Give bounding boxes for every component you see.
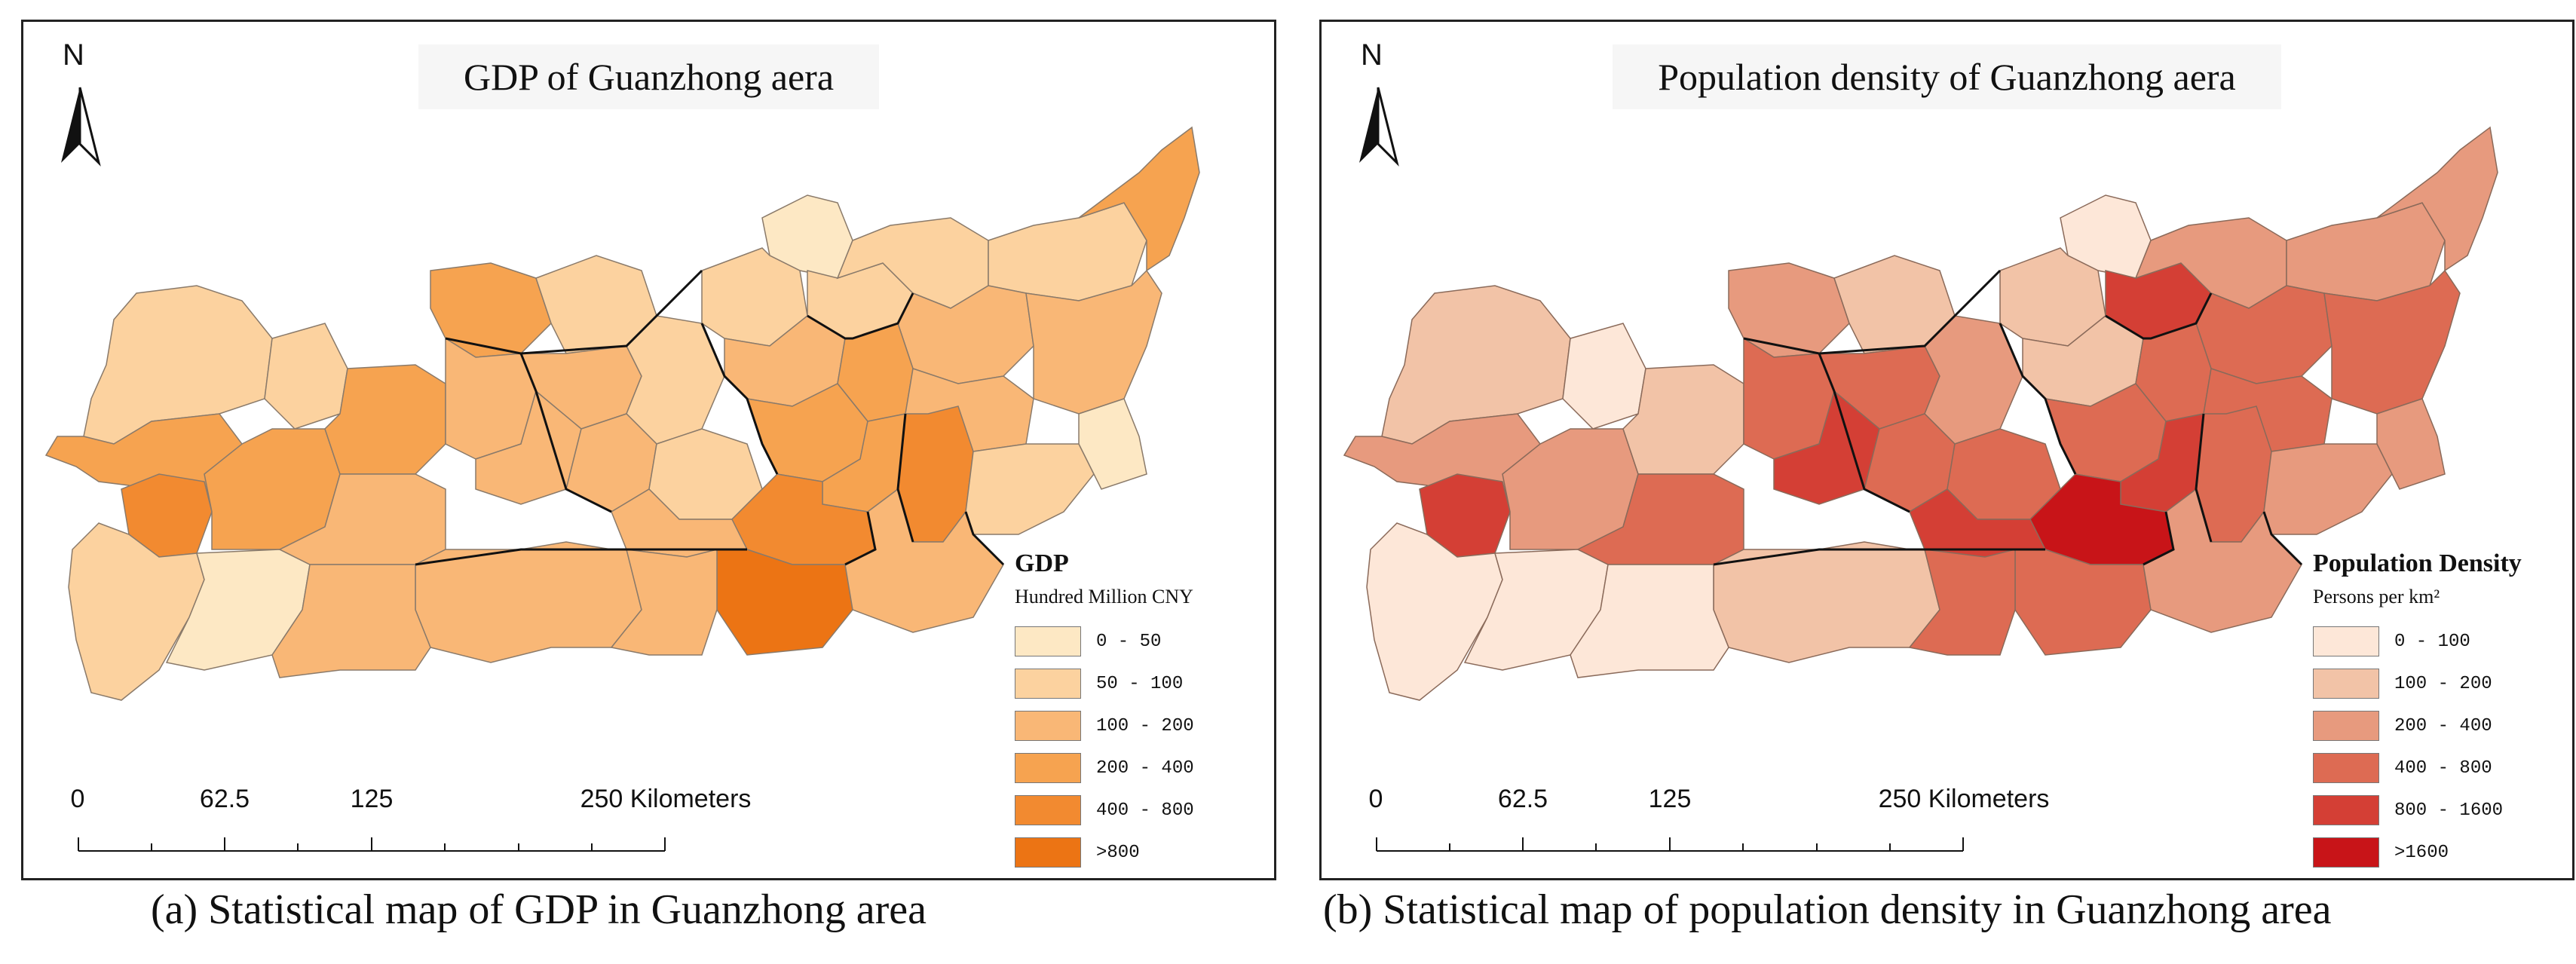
legend-swatch	[2313, 795, 2379, 825]
legend-swatch	[1015, 753, 1081, 783]
region-s-dark	[716, 549, 853, 656]
map-panel-population: Population density of Guanzhong aera N	[1319, 20, 2574, 880]
region-s-3	[610, 549, 718, 656]
scale-label: 62.5	[1497, 785, 1548, 813]
region-nc-6	[626, 315, 725, 445]
legend-swatch	[1015, 795, 1081, 825]
scale-label: 250 Kilometers	[1878, 785, 2050, 813]
region-west-mid	[264, 323, 348, 430]
legend-swatch	[1015, 837, 1081, 868]
scale-label: 250 Kilometers	[580, 785, 752, 813]
map-panel-gdp: GDP of Guanzhong aera N	[21, 20, 1276, 880]
gdp-choropleth-map	[44, 126, 1200, 701]
region-e-1	[897, 285, 1034, 384]
region-s-4	[1570, 564, 1729, 678]
legend-item: 0 - 50	[1015, 620, 1274, 663]
legend-label: 200 - 400	[1096, 757, 1194, 779]
legend-subtitle: Persons per km²	[2313, 586, 2440, 607]
north-arrow-icon	[1359, 87, 1399, 167]
north-arrow-icon	[61, 87, 101, 167]
region-e-2	[1025, 269, 1162, 415]
legend-label: 0 - 100	[2394, 631, 2470, 652]
population-choropleth-map	[1343, 126, 2498, 701]
legend-item: 800 - 1600	[2313, 789, 2572, 831]
scale-label: 62.5	[199, 785, 250, 813]
scale-label: 0	[70, 785, 85, 813]
region-ne-tip	[2376, 126, 2498, 272]
legend-swatch	[2313, 711, 2379, 741]
legend-item: 100 - 200	[2313, 663, 2572, 705]
north-label: N	[1361, 38, 1383, 72]
scale-bar-line	[78, 837, 666, 852]
legend-swatch	[1015, 711, 1081, 741]
legend-item: 50 - 100	[1015, 663, 1274, 705]
map-title: GDP of Guanzhong aera	[23, 44, 1274, 109]
legend-label: 100 - 200	[1096, 715, 1194, 736]
legend-item: 200 - 400	[1015, 747, 1274, 789]
legend-swatch	[1015, 626, 1081, 656]
region-west-mid	[1562, 323, 1646, 430]
legend-label: 200 - 400	[2394, 715, 2492, 736]
legend-item: >800	[1015, 831, 1274, 874]
legend-swatch	[2313, 753, 2379, 783]
region-ne-tip	[1078, 126, 1200, 272]
legend-swatch	[1015, 669, 1081, 699]
legend-swatch	[2313, 669, 2379, 699]
legend-label: 50 - 100	[1096, 673, 1184, 694]
legend-item: 0 - 100	[2313, 620, 2572, 663]
legend-swatch	[2313, 626, 2379, 656]
caption-gdp: (a) Statistical map of GDP in Guanzhong …	[151, 886, 927, 933]
legend-item: >1600	[2313, 831, 2572, 874]
legend-item: 200 - 400	[2313, 705, 2572, 747]
region-s-dark	[2014, 549, 2152, 656]
scale-label: 125	[1648, 785, 1692, 813]
region-e-tip	[2376, 398, 2446, 490]
region-e-tip	[1078, 398, 1147, 490]
legend-title: Population Density	[2313, 549, 2522, 577]
legend-label: >800	[1096, 842, 1140, 863]
region-s-3	[1908, 549, 2016, 656]
legend-label: 400 - 800	[2394, 757, 2492, 779]
legend-title: GDP	[1015, 549, 1069, 577]
legend-item: 100 - 200	[1015, 705, 1274, 747]
region-e-1	[2195, 285, 2332, 384]
legend-label: 400 - 800	[1096, 800, 1194, 821]
scale-bar-line	[1376, 837, 1964, 852]
region-s-4	[271, 564, 431, 678]
legend-gdp: GDP Hundred Million CNY 0 - 50 50 - 100 …	[1015, 549, 1274, 874]
scale-bar: 0 62.5 125 250 Kilometers	[1369, 785, 2049, 868]
scale-label: 125	[350, 785, 394, 813]
region-e-5	[965, 443, 1095, 535]
region-ne-5	[2286, 202, 2446, 301]
region-e-2	[2323, 269, 2461, 415]
caption-population: (b) Statistical map of population densit…	[1323, 886, 2332, 933]
legend-item: 400 - 800	[1015, 789, 1274, 831]
legend-swatch	[2313, 837, 2379, 868]
region-ne-5	[988, 202, 1147, 301]
scale-label: 0	[1368, 785, 1383, 813]
region-nc-6	[1924, 315, 2023, 445]
region-e-5	[2263, 443, 2393, 535]
legend-label: >1600	[2394, 842, 2449, 863]
scale-bar: 0 62.5 125 250 Kilometers	[71, 785, 751, 868]
legend-label: 0 - 50	[1096, 631, 1162, 652]
map-title: Population density of Guanzhong aera	[1322, 44, 2572, 109]
legend-item: 400 - 800	[2313, 747, 2572, 789]
legend-label: 800 - 1600	[2394, 800, 2504, 821]
legend-subtitle: Hundred Million CNY	[1015, 586, 1193, 607]
legend-population: Population Density Persons per km² 0 - 1…	[2313, 549, 2572, 874]
legend-label: 100 - 200	[2394, 673, 2492, 694]
north-label: N	[63, 38, 84, 72]
